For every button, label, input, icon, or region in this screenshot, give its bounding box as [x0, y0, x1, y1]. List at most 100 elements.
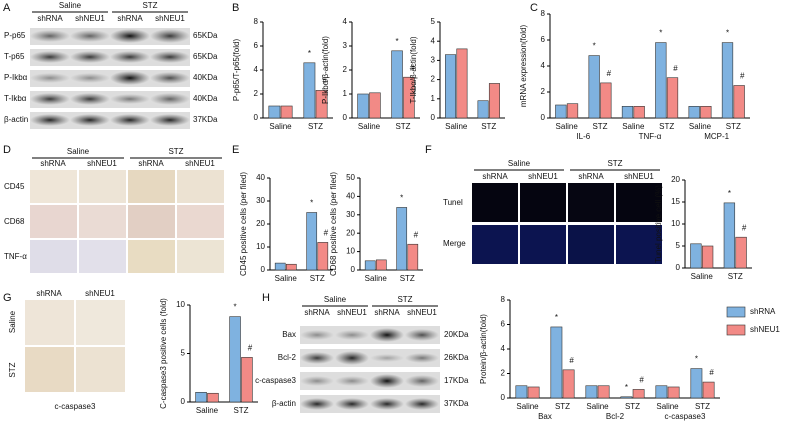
panel-label: E: [232, 144, 239, 156]
bar: [655, 42, 667, 119]
size-label: 37KDa: [193, 115, 218, 124]
row-label: T-Ikbα: [4, 94, 27, 103]
row-label: β-actin: [272, 399, 296, 408]
bar: [315, 90, 328, 119]
histology-d: [30, 157, 224, 273]
row-label: c-caspase3: [255, 376, 296, 385]
lane-label: shRNA: [304, 308, 330, 317]
group-label: STZ: [607, 159, 622, 168]
y-tick-label: 40: [346, 192, 355, 201]
bar: [620, 396, 633, 399]
panel-label: B: [232, 2, 239, 14]
annotation: *: [395, 37, 398, 46]
group-label: c-caspase3: [665, 412, 706, 421]
blot-h: [300, 305, 440, 413]
bar: [357, 93, 369, 119]
bar: [229, 316, 241, 403]
bar: [585, 385, 598, 399]
x-tick-label: STZ: [592, 122, 607, 131]
annotation: #: [248, 343, 253, 352]
y-tick-label: 4: [254, 65, 259, 74]
lane-label: shRNA: [117, 14, 143, 23]
x-tick-label: Saline: [516, 402, 539, 411]
x-tick-label: Saline: [691, 272, 714, 281]
size-label: 40KDa: [193, 73, 218, 82]
panel-label: G: [3, 292, 12, 304]
bar: [550, 326, 563, 399]
y-axis-label: C-caspase3 positive cells (fold): [159, 298, 168, 409]
bar: [306, 212, 318, 271]
y-tick-label: 2: [541, 87, 546, 96]
y-tick-label: 5: [676, 241, 681, 250]
y-tick-label: 20: [256, 219, 265, 228]
y-tick-label: 0: [501, 393, 506, 402]
x-tick-label: STZ: [726, 122, 741, 131]
y-tick-label: 0: [541, 113, 546, 122]
group-label: TNF-α: [639, 132, 662, 141]
bar: [733, 85, 745, 119]
blot-a: [30, 11, 190, 129]
bar: [280, 105, 293, 119]
y-tick-label: 8: [254, 17, 259, 26]
bar: [701, 245, 714, 269]
bar: [735, 236, 747, 269]
bar: [403, 76, 415, 119]
bar: [667, 386, 680, 399]
x-tick-label: Saline: [196, 406, 219, 415]
y-axis-label: CD45 positive cells (per filed): [239, 172, 248, 276]
bar: [633, 106, 645, 119]
x-tick-label: STZ: [695, 402, 710, 411]
size-label: 37KDa: [444, 399, 469, 408]
annotation: *: [308, 49, 311, 58]
y-tick-label: 0: [181, 397, 186, 406]
y-tick-label: 6: [541, 35, 546, 44]
bar: [632, 389, 645, 399]
panel-label: F: [425, 144, 432, 156]
y-axis-label: Tunel positive cell (%): [654, 185, 663, 263]
x-tick-label: Saline: [556, 122, 579, 131]
legend-swatch: [726, 324, 746, 336]
group-label: Saline: [67, 147, 90, 156]
x-tick-label: STZ: [400, 274, 415, 283]
annotation: #: [324, 229, 329, 238]
bar: [690, 243, 702, 269]
y-tick-label: 10: [256, 242, 265, 251]
lane-label: shRNA: [374, 308, 400, 317]
y-tick-label: 20: [671, 175, 680, 184]
y-tick-label: 30: [256, 196, 265, 205]
lane-label: shNEU1: [185, 159, 215, 168]
annotation: #: [673, 64, 678, 73]
panel-label: A: [3, 2, 11, 14]
bar: [207, 392, 219, 403]
y-tick-label: 3: [343, 41, 348, 50]
lane-label: shNEU1: [87, 159, 117, 168]
lane-label: shRNA: [578, 172, 604, 181]
panel-label: D: [3, 144, 11, 156]
lane-label: shNEU1: [75, 14, 105, 23]
y-axis-label: mRNA expression(fold): [519, 25, 528, 108]
y-tick-label: 0: [431, 113, 436, 122]
legend-swatch: [726, 306, 746, 318]
y-tick-label: 6: [254, 41, 259, 50]
annotation: *: [695, 355, 698, 364]
row-label: T-p65: [4, 52, 25, 61]
y-tick-label: 0: [351, 265, 356, 274]
bar: [555, 104, 567, 119]
y-tick-label: 15: [671, 197, 680, 206]
row-label: β-actin: [4, 115, 28, 124]
bar: [666, 77, 679, 119]
annotation: *: [726, 29, 729, 38]
group-label: MCP-1: [704, 132, 729, 141]
lane-label: shNEU1: [155, 14, 185, 23]
panel-label: C: [530, 2, 538, 14]
annotation: #: [607, 69, 612, 78]
panel-label: H: [262, 292, 270, 304]
group-label: STZ: [142, 1, 157, 10]
group-label: Saline: [59, 1, 82, 10]
bar: [396, 207, 408, 271]
y-tick-label: 0: [261, 265, 266, 274]
bar: [690, 368, 703, 399]
lane-label: shNEU1: [624, 172, 654, 181]
y-tick-label: 5: [431, 17, 436, 26]
